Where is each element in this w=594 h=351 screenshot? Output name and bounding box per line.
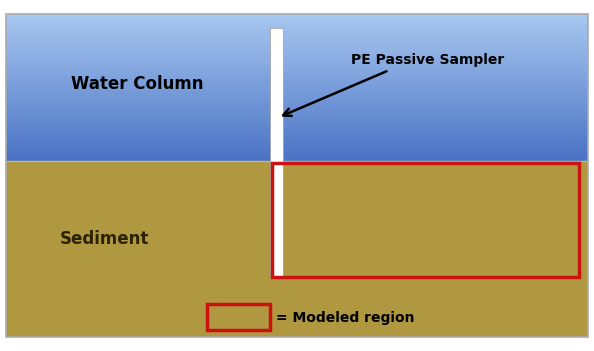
Bar	[6, 123, 588, 125]
Bar	[6, 58, 588, 60]
Bar	[207, 304, 270, 330]
Bar	[6, 97, 588, 99]
Bar	[6, 77, 588, 79]
Bar	[6, 130, 588, 132]
Bar	[6, 60, 588, 62]
Bar	[6, 33, 588, 34]
Bar	[6, 156, 588, 158]
Bar	[6, 34, 588, 36]
Bar	[6, 18, 588, 20]
Bar	[6, 84, 588, 86]
Bar	[6, 64, 588, 66]
Bar	[6, 14, 588, 16]
Bar	[6, 73, 588, 75]
Bar	[6, 154, 588, 156]
Bar	[272, 163, 579, 277]
Bar	[6, 67, 588, 69]
Bar	[6, 138, 588, 139]
Bar	[6, 91, 588, 93]
Bar	[6, 126, 588, 128]
Bar	[6, 132, 588, 134]
Bar	[6, 36, 588, 38]
Bar	[6, 121, 588, 123]
Bar	[6, 44, 588, 45]
Bar	[6, 99, 588, 101]
Bar	[6, 110, 588, 112]
Bar	[6, 106, 588, 108]
Bar	[6, 139, 588, 141]
Text: Water Column: Water Column	[71, 75, 204, 93]
Bar	[6, 47, 588, 49]
Bar	[6, 86, 588, 88]
Bar	[6, 113, 588, 115]
Bar	[6, 158, 588, 160]
Text: Sediment: Sediment	[59, 230, 148, 248]
Bar	[6, 69, 588, 71]
Bar	[6, 147, 588, 148]
Bar	[6, 150, 588, 152]
Bar	[6, 160, 588, 161]
Bar	[6, 23, 588, 25]
Bar	[6, 57, 588, 58]
Bar	[6, 29, 588, 31]
Bar	[6, 104, 588, 106]
Bar	[6, 55, 588, 57]
Bar	[6, 79, 588, 80]
Bar	[6, 117, 588, 119]
Bar	[6, 21, 588, 23]
Bar	[6, 119, 588, 121]
Bar	[6, 115, 588, 117]
Bar	[6, 16, 588, 18]
Bar	[6, 71, 588, 73]
Bar	[6, 161, 588, 337]
Bar	[6, 40, 588, 42]
Bar	[6, 143, 588, 145]
Bar	[270, 28, 283, 277]
Bar	[6, 51, 588, 53]
Bar	[6, 141, 588, 143]
Bar	[6, 93, 588, 95]
Bar	[6, 148, 588, 150]
Bar	[6, 42, 588, 44]
Bar	[6, 102, 588, 104]
Bar	[6, 62, 588, 64]
Bar	[6, 101, 588, 102]
Bar	[6, 45, 588, 47]
Bar	[6, 82, 588, 84]
Text: PE Passive Sampler: PE Passive Sampler	[351, 53, 504, 67]
Bar	[6, 53, 588, 54]
Bar	[6, 31, 588, 33]
Bar	[6, 152, 588, 154]
Text: = Modeled region: = Modeled region	[276, 311, 415, 325]
Bar	[6, 128, 588, 130]
Bar	[6, 90, 588, 91]
Bar	[6, 88, 588, 90]
Bar	[6, 134, 588, 135]
Bar	[6, 145, 588, 147]
Bar	[6, 66, 588, 67]
Bar	[6, 25, 588, 27]
Bar	[6, 27, 588, 29]
Bar	[6, 20, 588, 21]
Bar	[6, 125, 588, 126]
Bar	[6, 135, 588, 138]
Bar	[6, 95, 588, 97]
Bar	[6, 75, 588, 77]
Bar	[6, 80, 588, 82]
Bar	[6, 38, 588, 40]
Bar	[6, 108, 588, 110]
Bar	[6, 112, 588, 113]
Bar	[6, 49, 588, 51]
